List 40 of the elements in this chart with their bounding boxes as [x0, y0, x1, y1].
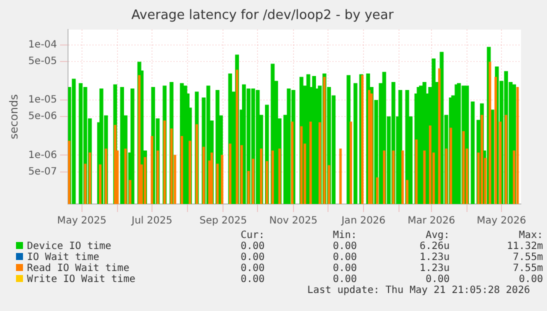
- x-tick-label: Sep 2025: [200, 216, 247, 227]
- text: Last update: Thu May 21 21:05:28 2026: [306, 285, 531, 297]
- chart-title: Average latency for /dev/loop2 - by year: [131, 8, 394, 24]
- text: 0.00: [332, 241, 358, 252]
- text: 7.55m: [512, 252, 544, 263]
- y-tick-label: 5e-05: [28, 56, 58, 68]
- text: 1.23u: [418, 252, 451, 263]
- text: Avg:: [424, 230, 451, 241]
- legend-label: Read IO Wait time: [26, 263, 130, 274]
- x-tick-label: May 2025: [57, 216, 106, 227]
- text: 0.00: [240, 263, 266, 274]
- x-tick-label: Mar 2026: [408, 216, 456, 227]
- y-tick-label: 5e-06: [28, 111, 58, 122]
- x-tick-label: Nov 2025: [269, 216, 318, 227]
- text: 0.00: [332, 252, 358, 263]
- text: 7.55m: [512, 263, 544, 274]
- text: 0.00: [240, 274, 266, 285]
- text: 0.00: [518, 274, 544, 285]
- text: 0.00: [424, 274, 451, 285]
- text: Min:: [332, 230, 358, 241]
- legend-label: IO Wait time: [26, 252, 100, 263]
- text: 11.32m: [506, 241, 544, 252]
- text: Max:: [518, 230, 544, 241]
- text: 6.26u: [418, 241, 451, 252]
- text: 0.00: [332, 274, 358, 285]
- text: 0.00: [240, 252, 266, 263]
- text: 0.00: [332, 263, 358, 274]
- x-tick-label: Jul 2025: [130, 216, 172, 227]
- legend-label: Device IO time: [26, 241, 112, 252]
- text: 1.23u: [418, 263, 451, 274]
- x-tick-label: Jan 2026: [340, 216, 386, 227]
- text: Cur:: [240, 230, 266, 241]
- text: 0.00: [240, 241, 266, 252]
- x-tick-label: May 2026: [476, 216, 526, 227]
- y-tick-label: 1e-04: [28, 40, 58, 51]
- legend-label: Write IO Wait time: [26, 274, 136, 285]
- y-tick-label: 5e-07: [28, 166, 58, 178]
- y-axis-title: seconds: [7, 94, 20, 140]
- y-tick-label: 1e-06: [28, 150, 58, 161]
- y-tick-label: 1e-05: [28, 94, 58, 106]
